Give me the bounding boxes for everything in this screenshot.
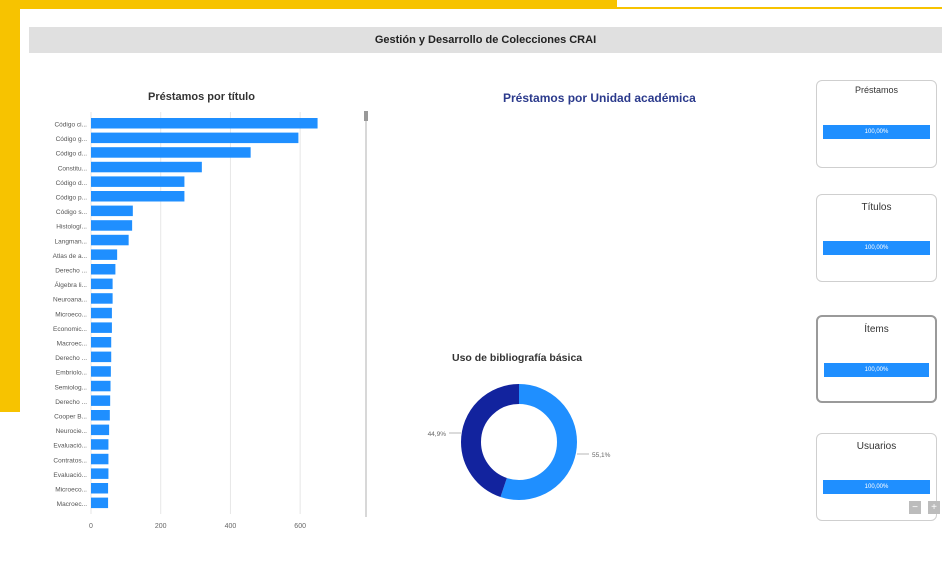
treemap-tile-escuela-pink[interactable]: ESCUELA ... bbox=[687, 214, 744, 306]
card-titulos[interactable]: Títulos 100,00% bbox=[816, 194, 937, 282]
bar-category-label: Derecho ... bbox=[55, 399, 87, 406]
bar-mark[interactable] bbox=[91, 147, 251, 158]
bar-category-label: Atlas de a... bbox=[53, 253, 88, 260]
bar-mark[interactable] bbox=[91, 468, 109, 479]
bar-category-label: Código s... bbox=[56, 209, 87, 216]
bar-category-label: Semiolog... bbox=[54, 384, 87, 391]
bar-category-label: Código d... bbox=[56, 151, 88, 158]
card-items-title: Ítems bbox=[864, 324, 889, 335]
loans-by-unit-treemap: FACULTAD DE JURISPRUDENCIA ESCUELA DE ME… bbox=[396, 108, 800, 325]
bar-mark[interactable] bbox=[91, 234, 129, 246]
card-items[interactable]: Ítems 100,00% bbox=[816, 315, 937, 403]
treemap-tile-medicina[interactable]: ESCUELA DE MEDICINA Y CIENCIAS DE LA SAL… bbox=[396, 218, 687, 325]
bar-category-label: Macroec... bbox=[57, 501, 88, 508]
bar-mark[interactable] bbox=[91, 293, 113, 304]
bar-mark[interactable] bbox=[91, 439, 109, 450]
bar-mark[interactable] bbox=[91, 322, 112, 333]
basic-bibliography-donut: 55,1% 44,9% bbox=[428, 384, 611, 500]
treemap-tile-escuela-orange[interactable]: ESCUELA ... bbox=[687, 108, 747, 214]
bar-mark[interactable] bbox=[91, 337, 112, 348]
bar-category-label: Contratos... bbox=[53, 457, 87, 464]
bar-x-tick-label: 200 bbox=[155, 523, 167, 530]
bar-mark[interactable] bbox=[91, 132, 299, 144]
bar-chart-scroll-thumb[interactable] bbox=[364, 111, 368, 121]
bar-category-label: Macroec... bbox=[57, 341, 88, 348]
bar-mark[interactable] bbox=[91, 264, 116, 275]
frame-right-line bbox=[617, 7, 942, 9]
bar-category-label: Derecho ... bbox=[55, 355, 87, 362]
bar-category-label: Histologí... bbox=[56, 224, 87, 231]
treemap-title: Préstamos por Unidad académica bbox=[503, 91, 696, 105]
donut-title: Uso de bibliografía básica bbox=[452, 352, 583, 364]
bar-x-tick-label: 600 bbox=[294, 523, 306, 530]
bar-mark[interactable] bbox=[91, 249, 118, 260]
page-prev-button[interactable]: − bbox=[909, 501, 921, 514]
card-titulos-bar: 100,00% bbox=[823, 241, 930, 255]
page-next-button[interactable]: + bbox=[928, 501, 940, 514]
card-usuarios-bar: 100,00% bbox=[823, 480, 930, 494]
bar-category-label: Neurocie... bbox=[56, 428, 88, 435]
bar-mark[interactable] bbox=[91, 453, 109, 465]
donut-slice-label: 55,1% bbox=[592, 452, 611, 459]
donut-slice-label: 44,9% bbox=[428, 431, 447, 438]
bar-category-label: Derecho ... bbox=[55, 268, 87, 275]
bar-category-label: Langman... bbox=[54, 238, 87, 245]
bar-x-tick-label: 0 bbox=[89, 523, 93, 530]
bar-mark[interactable] bbox=[91, 410, 110, 421]
bar-x-tick-label: 400 bbox=[225, 523, 237, 530]
bar-mark[interactable] bbox=[91, 483, 109, 494]
bar-mark[interactable] bbox=[91, 395, 111, 406]
bar-category-label: Álgebra li... bbox=[54, 280, 87, 289]
bar-chart-title: Préstamos por título bbox=[148, 91, 255, 103]
card-titulos-title: Títulos bbox=[861, 202, 892, 213]
treemap-tile-jurisprudencia[interactable]: FACULTAD DE JURISPRUDENCIA bbox=[396, 108, 687, 218]
treemap-tile-facultad-violet[interactable]: FACULTA... bbox=[744, 214, 800, 306]
bar-category-label: Neuroana... bbox=[53, 297, 87, 304]
bar-category-label: Evaluació... bbox=[53, 443, 87, 450]
card-usuarios-title: Usuarios bbox=[856, 441, 897, 452]
bar-mark[interactable] bbox=[91, 176, 185, 187]
bar-category-label: Código g... bbox=[56, 136, 88, 143]
bar-mark[interactable] bbox=[91, 205, 133, 217]
bar-mark[interactable] bbox=[91, 351, 112, 363]
bar-category-label: Cooper B... bbox=[54, 414, 87, 421]
frame-left-band-lower bbox=[0, 337, 20, 412]
bar-category-label: Microeco... bbox=[55, 311, 87, 318]
bar-mark[interactable] bbox=[91, 497, 109, 509]
donut-slice[interactable] bbox=[461, 384, 577, 500]
bar-category-label: Código ci... bbox=[54, 122, 87, 129]
bar-category-label: Economic... bbox=[53, 326, 87, 333]
bar-category-label: Constitu... bbox=[58, 165, 87, 172]
bar-category-label: Código p... bbox=[56, 195, 88, 202]
bar-category-label: Código d... bbox=[56, 180, 88, 187]
card-usuarios[interactable]: Usuarios 100,00% bbox=[816, 433, 937, 521]
bar-mark[interactable] bbox=[91, 380, 111, 392]
bar-mark[interactable] bbox=[91, 161, 202, 173]
frame-left-band bbox=[0, 0, 20, 337]
bar-mark[interactable] bbox=[91, 191, 185, 202]
treemap-tile-facultad-yellow[interactable]: FACULTAD DE CIEN... bbox=[687, 306, 782, 325]
frame-top-band bbox=[0, 0, 617, 9]
bar-mark[interactable] bbox=[91, 278, 113, 290]
bar-mark[interactable] bbox=[91, 424, 110, 436]
bar-mark[interactable] bbox=[91, 307, 112, 319]
bar-category-label: Embriolo... bbox=[56, 370, 87, 377]
bar-category-label: Microeco... bbox=[55, 487, 87, 494]
treemap-tile-red[interactable] bbox=[782, 306, 800, 325]
dashboard-title: Gestión y Desarrollo de Colecciones CRAI bbox=[29, 27, 942, 53]
card-prestamos[interactable]: Préstamos 100,00% bbox=[816, 80, 937, 168]
treemap-tile-facultad-purple[interactable]: FACULTA... bbox=[747, 108, 800, 214]
card-prestamos-title: Préstamos bbox=[854, 85, 898, 95]
bar-mark[interactable] bbox=[91, 220, 133, 231]
bar-chart-scrollbar[interactable] bbox=[365, 111, 367, 517]
bar-category-label: Evaluació... bbox=[53, 472, 87, 479]
loans-by-title-bar-chart: 0 200 400 600 Código ci... Código g... Código … bbox=[53, 112, 318, 530]
bar-mark[interactable] bbox=[91, 118, 318, 129]
card-items-bar: 100,00% bbox=[824, 363, 929, 377]
bar-mark[interactable] bbox=[91, 366, 111, 377]
card-prestamos-bar: 100,00% bbox=[823, 125, 930, 139]
